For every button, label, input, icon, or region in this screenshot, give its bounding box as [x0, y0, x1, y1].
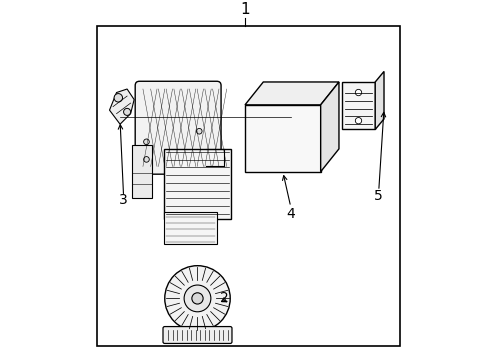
- Circle shape: [184, 285, 211, 312]
- Circle shape: [355, 117, 362, 124]
- Circle shape: [144, 139, 149, 145]
- Circle shape: [144, 157, 149, 162]
- Polygon shape: [375, 71, 384, 130]
- Circle shape: [192, 293, 203, 304]
- Text: 4: 4: [286, 207, 295, 221]
- FancyBboxPatch shape: [135, 81, 221, 174]
- Polygon shape: [109, 89, 134, 124]
- Bar: [342, 82, 375, 130]
- Circle shape: [196, 129, 202, 134]
- Bar: [132, 145, 152, 198]
- Bar: [164, 212, 217, 244]
- Bar: [164, 149, 231, 219]
- Circle shape: [165, 266, 230, 331]
- Bar: [245, 105, 320, 172]
- Polygon shape: [320, 82, 339, 172]
- Circle shape: [355, 89, 362, 96]
- Bar: [97, 26, 400, 346]
- Text: 2: 2: [220, 291, 228, 305]
- Text: 5: 5: [374, 189, 383, 203]
- Text: 3: 3: [119, 193, 128, 207]
- Circle shape: [114, 94, 122, 102]
- Text: 1: 1: [240, 2, 250, 17]
- FancyBboxPatch shape: [163, 327, 232, 343]
- Polygon shape: [245, 82, 339, 105]
- Circle shape: [123, 108, 131, 116]
